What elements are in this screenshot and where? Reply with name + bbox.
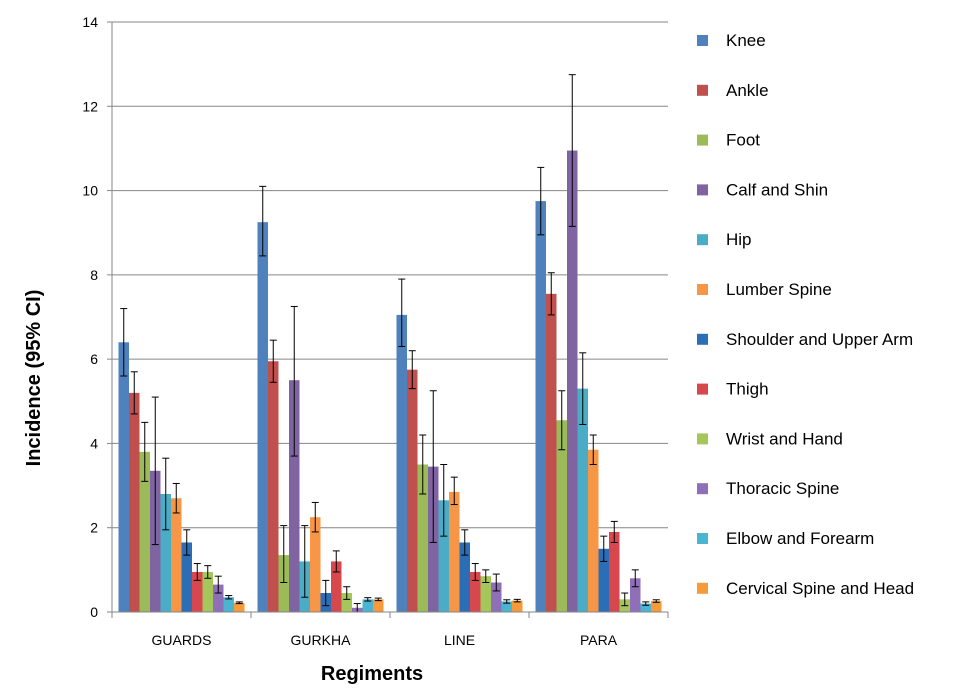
bar [630, 578, 641, 612]
bar [598, 548, 609, 612]
legend-swatch [697, 383, 708, 395]
legend-swatch [697, 533, 708, 544]
x-axis-title: Regiments [321, 663, 423, 685]
bar [491, 582, 502, 612]
bar [181, 542, 192, 612]
bar [417, 464, 428, 612]
legend-label: Calf and Shin [726, 180, 828, 199]
legend: Knee Ankle Foot Calf and Shin Hip Lumber Spin… [697, 31, 914, 598]
y-tick-label: 6 [90, 351, 98, 367]
y-tick-label: 0 [90, 604, 98, 620]
bar [234, 602, 245, 612]
legend-swatch [697, 284, 708, 295]
bar [257, 222, 268, 612]
y-tick-label: 10 [82, 183, 98, 199]
y-tick-label: 8 [90, 267, 98, 283]
legend-label: Thoracic Spine [726, 479, 839, 498]
bar [588, 449, 599, 612]
x-tick-label: LINE [444, 632, 475, 648]
legend-label: Knee [726, 31, 766, 50]
bar [396, 314, 407, 612]
legend-label: Elbow and Forearm [726, 529, 874, 548]
bar [480, 576, 491, 612]
y-tick-labels: 0 2 4 6 8 10 12 14 [82, 14, 98, 620]
y-axis-title: Incidence (95% CI) [23, 290, 45, 467]
legend-swatch [697, 134, 708, 146]
x-tick-label: PARA [580, 632, 618, 648]
bar [192, 571, 203, 612]
bar [278, 555, 289, 612]
legend-swatch [697, 582, 708, 594]
x-tick-label: GURKHA [291, 632, 352, 648]
bars [118, 150, 662, 613]
bar [640, 603, 651, 612]
y-tick-label: 12 [82, 98, 98, 114]
bar [459, 542, 470, 612]
bar [341, 593, 352, 612]
axes [111, 22, 668, 613]
bar [501, 601, 512, 612]
legend-label: Lumber Spine [726, 280, 832, 299]
legend-swatch [697, 234, 708, 246]
legend-swatch [697, 483, 708, 495]
bar [556, 420, 567, 612]
bar [139, 451, 150, 612]
bar [407, 369, 418, 612]
legend-label: Foot [726, 131, 760, 150]
bar [512, 600, 523, 612]
bar [577, 388, 588, 612]
bar [310, 517, 321, 612]
y-tick-label: 4 [90, 435, 98, 451]
bar [289, 380, 300, 612]
bar [546, 293, 557, 612]
x-tick-labels: GUARDS GURKHA LINE PARA [152, 632, 618, 648]
legend-swatch [697, 184, 708, 196]
bar [331, 561, 342, 612]
bar [118, 342, 129, 612]
bar [129, 392, 140, 612]
bar [223, 597, 234, 612]
bar [609, 531, 620, 612]
legend-label: Thigh [726, 380, 769, 399]
bar [567, 150, 578, 613]
bar [160, 494, 171, 612]
bar [202, 571, 213, 612]
bar [535, 201, 546, 612]
y-tick-label: 2 [90, 520, 98, 536]
bar [171, 498, 182, 612]
y-tick-label: 14 [82, 14, 98, 30]
legend-swatch [697, 84, 708, 96]
legend-label: Shoulder and Upper Arm [726, 330, 913, 349]
bar [449, 491, 460, 612]
x-tick-label: GUARDS [152, 632, 212, 648]
bar [268, 361, 279, 612]
bar [470, 571, 481, 612]
legend-label: Hip [726, 230, 752, 249]
error-bars [120, 74, 660, 613]
bar [651, 601, 662, 612]
bar [373, 599, 384, 612]
legend-swatch [697, 35, 708, 46]
legend-label: Cervical Spine and Head [726, 579, 914, 598]
legend-swatch [697, 333, 708, 345]
legend-label: Ankle [726, 81, 769, 100]
bar [438, 500, 449, 612]
legend-swatch [697, 433, 708, 445]
bar [362, 599, 373, 612]
legend-label: Wrist and Hand [726, 429, 843, 448]
bar [213, 584, 224, 612]
